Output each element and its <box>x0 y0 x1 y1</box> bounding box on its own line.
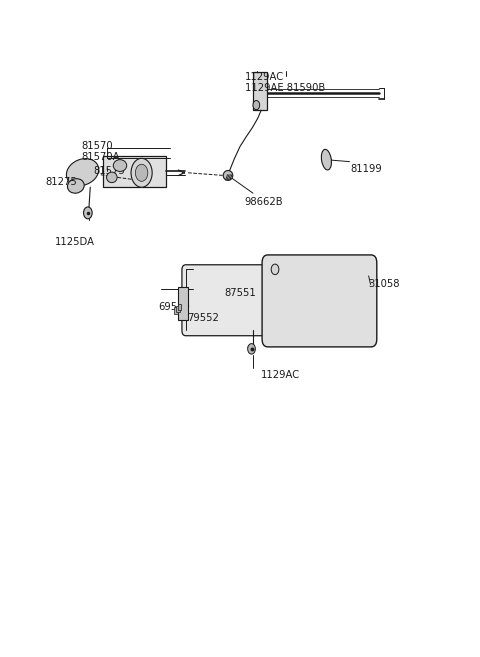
Circle shape <box>84 207 92 219</box>
Bar <box>103 156 166 187</box>
Text: 31058: 31058 <box>369 279 400 288</box>
Bar <box>253 72 267 110</box>
Text: 98662B: 98662B <box>245 197 283 207</box>
Text: 79552: 79552 <box>187 313 219 323</box>
Text: 1129AC: 1129AC <box>261 370 300 380</box>
Text: 81575: 81575 <box>94 166 125 175</box>
Ellipse shape <box>223 170 233 181</box>
Text: 81199: 81199 <box>350 164 382 174</box>
Ellipse shape <box>113 160 127 171</box>
Text: 1125DA: 1125DA <box>55 237 95 246</box>
Bar <box>174 307 178 314</box>
Circle shape <box>253 101 260 110</box>
Bar <box>176 306 180 312</box>
FancyBboxPatch shape <box>182 265 275 336</box>
Ellipse shape <box>66 158 99 186</box>
Circle shape <box>271 264 279 275</box>
Text: 1129AE 81590B: 1129AE 81590B <box>245 83 325 93</box>
Ellipse shape <box>68 179 84 193</box>
Text: 81275: 81275 <box>46 177 77 187</box>
Text: 87551: 87551 <box>225 288 256 298</box>
Text: 69510: 69510 <box>158 302 190 312</box>
FancyBboxPatch shape <box>262 255 377 347</box>
Text: 81570: 81570 <box>82 141 113 151</box>
Circle shape <box>131 158 152 187</box>
Ellipse shape <box>321 149 332 170</box>
Text: 81570A: 81570A <box>82 152 120 162</box>
Circle shape <box>135 164 148 181</box>
Text: 1129AC: 1129AC <box>245 72 284 82</box>
Ellipse shape <box>107 172 117 183</box>
Bar <box>178 287 188 320</box>
Bar <box>178 304 181 310</box>
Circle shape <box>248 344 255 354</box>
